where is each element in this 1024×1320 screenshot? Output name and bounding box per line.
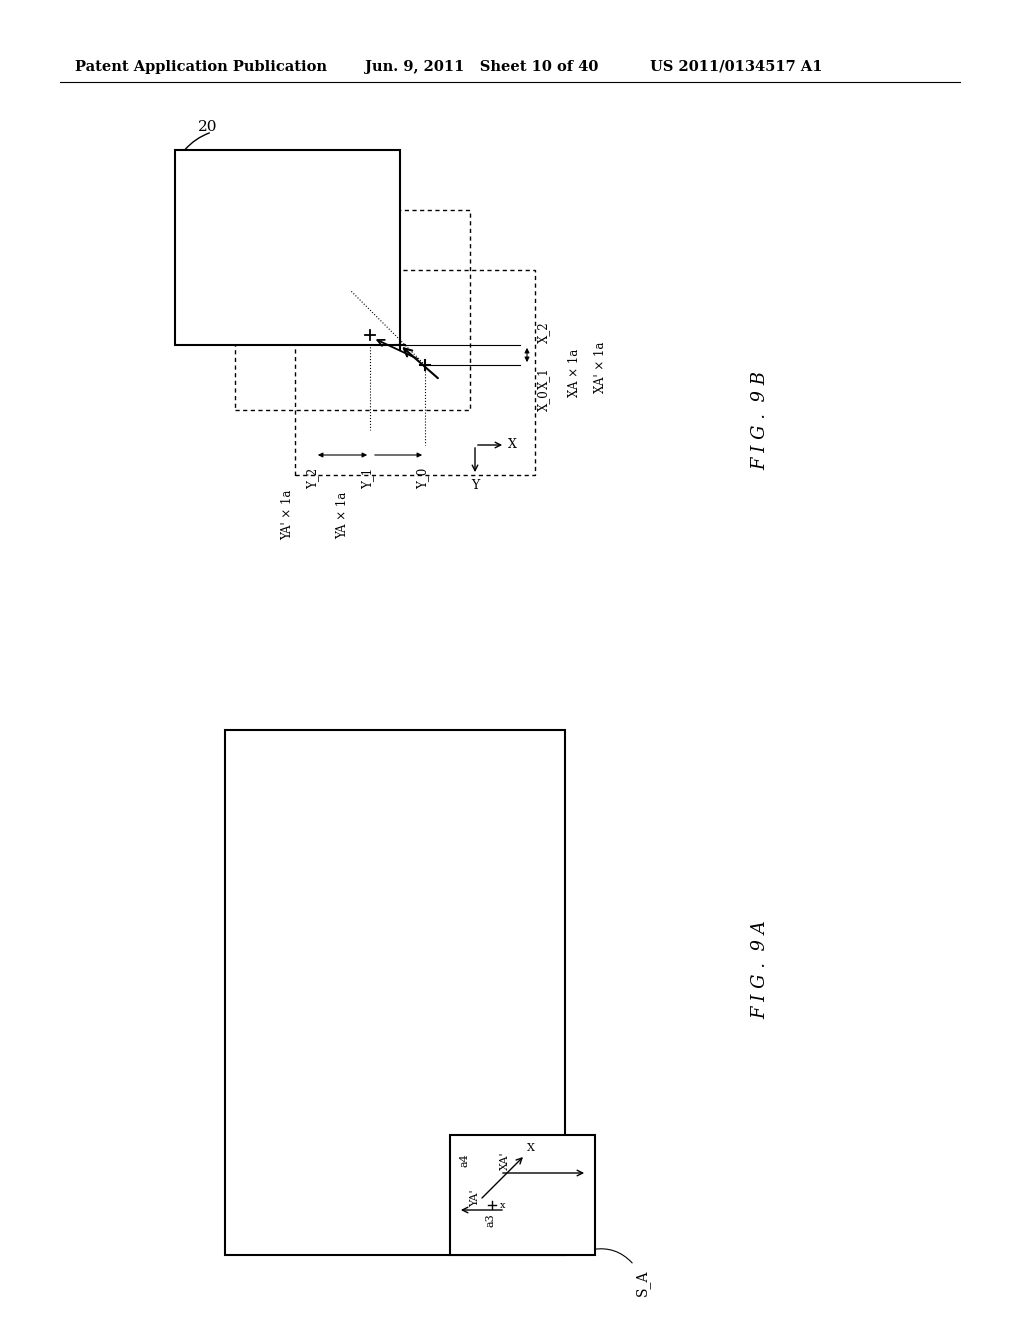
Bar	[234, 210, 470, 411]
Text: x: x	[500, 1200, 506, 1209]
Text: XA × 1a: XA × 1a	[568, 348, 582, 396]
Text: Jun. 9, 2011   Sheet 10 of 40: Jun. 9, 2011 Sheet 10 of 40	[365, 59, 598, 74]
Text: S_A: S_A	[635, 1270, 650, 1296]
Text: X_2: X_2	[537, 321, 550, 343]
Text: Y_2: Y_2	[306, 469, 319, 490]
Text: a3: a3	[485, 1213, 495, 1226]
Text: X: X	[527, 1143, 535, 1152]
Text: US 2011/0134517 A1: US 2011/0134517 A1	[650, 59, 822, 74]
Text: XA': XA'	[500, 1151, 510, 1170]
Text: X: X	[508, 438, 517, 451]
Text: YA × 1a: YA × 1a	[336, 491, 349, 539]
FancyArrowPatch shape	[184, 133, 209, 150]
Text: XA' × 1a: XA' × 1a	[594, 342, 606, 393]
Text: YA' × 1a: YA' × 1a	[281, 490, 294, 540]
Text: Y: Y	[471, 479, 479, 492]
Text: X_1: X_1	[537, 367, 550, 388]
Bar	[225, 730, 565, 1255]
Text: Patent Application Publication: Patent Application Publication	[75, 59, 327, 74]
Text: Y_0: Y_0	[417, 469, 429, 490]
Text: X_0: X_0	[537, 389, 550, 411]
Text: F I G .  9 B: F I G . 9 B	[751, 371, 769, 470]
Text: Y_1: Y_1	[361, 469, 375, 490]
Text: a4: a4	[460, 1152, 470, 1167]
Text: YA': YA'	[470, 1189, 480, 1206]
Bar	[295, 271, 535, 475]
Text: F I G .  9 A: F I G . 9 A	[751, 920, 769, 1019]
FancyArrowPatch shape	[593, 1249, 632, 1263]
Bar	[175, 150, 400, 345]
Text: 20: 20	[198, 120, 217, 135]
Bar	[450, 1135, 595, 1255]
